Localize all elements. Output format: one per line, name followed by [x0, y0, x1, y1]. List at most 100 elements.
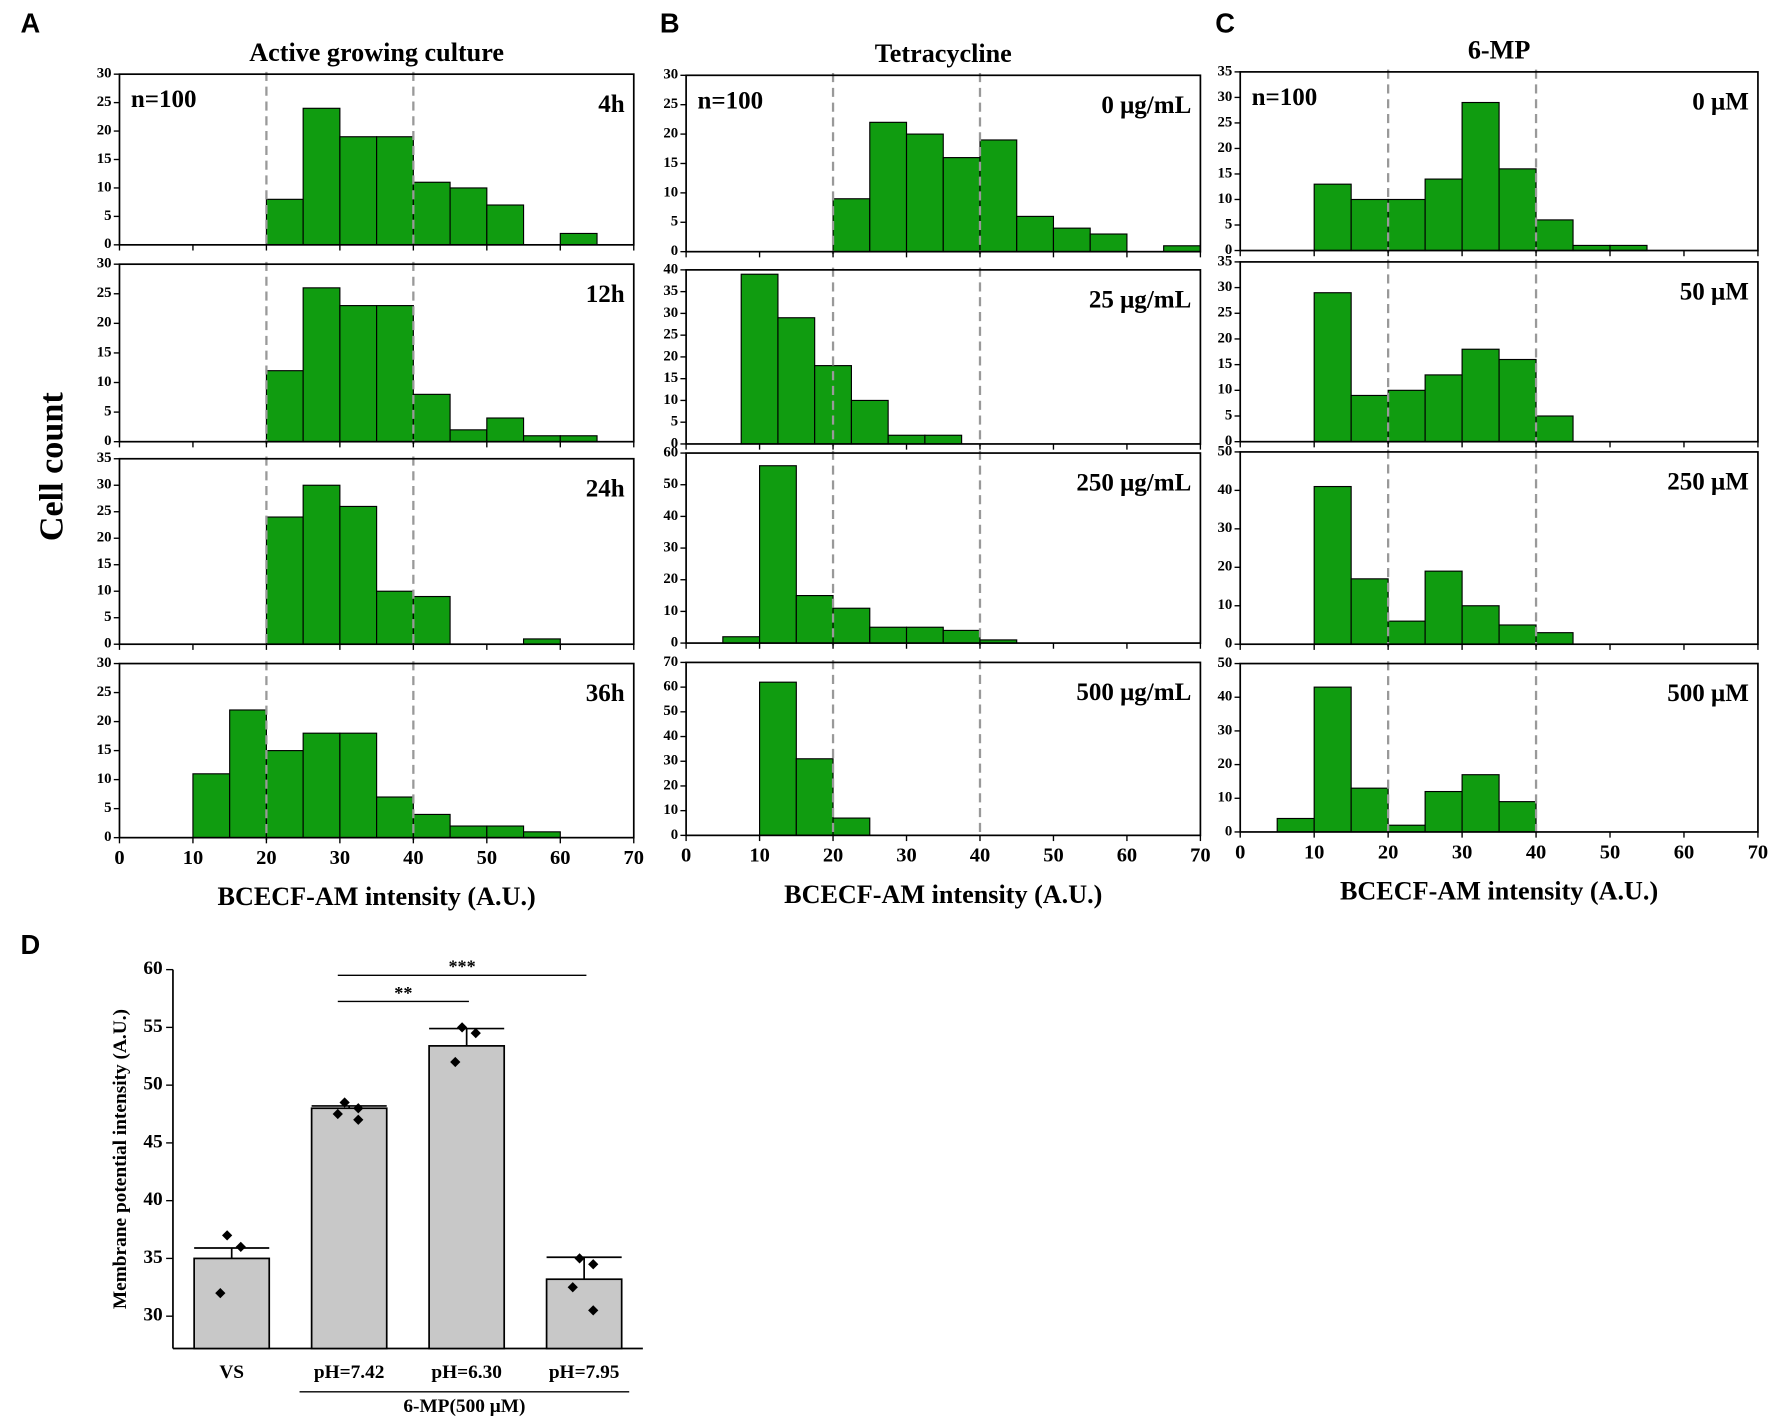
group-label: 6-MP(500 μM)	[403, 1396, 525, 1417]
plot-frame	[118, 457, 635, 646]
significance-label: **	[394, 983, 412, 1003]
x-tick-label: VS	[219, 1362, 244, 1383]
x-tick-label: 60	[1117, 845, 1137, 867]
bar	[412, 595, 451, 645]
x-tick-label: 0	[681, 845, 691, 867]
y-tick-label: 60	[663, 444, 678, 460]
bar	[522, 831, 561, 839]
y-tick-label: 25	[97, 684, 112, 700]
y-tick-label: 55	[143, 1016, 162, 1037]
bar	[1461, 101, 1500, 252]
x-tick-label: pH=7.95	[549, 1362, 620, 1383]
x-axis-label: BCECF-AM intensity (A.U.)	[218, 882, 536, 911]
panel-label: 0 μM	[1692, 88, 1749, 115]
bar	[229, 709, 267, 839]
bar	[486, 825, 525, 839]
bar	[339, 505, 378, 645]
plot-frame	[685, 661, 1202, 837]
annotation: n=100	[1252, 84, 1318, 111]
y-tick-label: 15	[97, 742, 112, 758]
y-tick-label: 70	[663, 654, 678, 670]
bar	[545, 1278, 623, 1350]
bar	[412, 181, 451, 246]
y-tick-label: 25	[97, 94, 112, 110]
y-tick-label: 25	[97, 285, 112, 301]
y-tick-label: 30	[1217, 722, 1232, 738]
bar	[192, 773, 231, 839]
y-tick-label: 20	[663, 125, 678, 141]
y-tick-label: 10	[663, 802, 678, 818]
bar	[1016, 215, 1055, 253]
bar	[1424, 790, 1463, 833]
y-tick-label: 25	[663, 96, 678, 112]
panel-label: 50 μM	[1680, 279, 1749, 306]
plot-frame	[1239, 451, 1759, 646]
bar	[1163, 245, 1201, 253]
bar	[1387, 620, 1426, 645]
bar	[376, 796, 414, 839]
chart-title: Tetracycline	[875, 39, 1012, 68]
bar	[376, 305, 414, 443]
bar	[412, 813, 451, 839]
bar	[869, 121, 908, 253]
y-tick-label: 10	[97, 374, 112, 390]
y-tick-label: 0	[104, 636, 111, 652]
y-tick-label: 30	[663, 305, 678, 321]
y-tick-label: 25	[1217, 305, 1232, 321]
y-tick-label: 5	[104, 403, 111, 419]
y-tick-label: 10	[1217, 191, 1232, 207]
y-tick-label: 0	[104, 236, 111, 252]
data-point	[235, 1241, 246, 1252]
y-tick-label: 60	[663, 679, 678, 695]
panel-label: 250 μM	[1667, 469, 1749, 496]
x-tick-label: 70	[1190, 845, 1210, 867]
bar	[486, 417, 525, 443]
y-tick-label: 15	[97, 556, 112, 572]
x-tick-label: 40	[1526, 841, 1546, 863]
panel-letter: D	[20, 929, 40, 960]
bar	[1350, 578, 1389, 645]
y-axis-label: Membrane potential intensity (A.U.)	[110, 1009, 131, 1309]
y-tick-label: 30	[663, 539, 678, 555]
bar	[832, 198, 871, 253]
x-tick-label: 50	[477, 847, 497, 869]
y-tick-label: 30	[97, 66, 112, 82]
bar	[1350, 787, 1389, 833]
bar	[942, 629, 981, 644]
bar	[1424, 570, 1463, 645]
y-tick-label: 30	[663, 753, 678, 769]
bar	[449, 825, 488, 839]
y-tick-label: 25	[1217, 114, 1232, 130]
bar	[559, 232, 598, 246]
bar	[1387, 198, 1426, 252]
bar	[265, 198, 304, 246]
annotation: n=100	[131, 86, 197, 113]
x-tick-label: 50	[1043, 845, 1063, 867]
y-tick-label: 30	[1217, 520, 1232, 536]
y-tick-label: 0	[671, 435, 678, 451]
x-tick-label: 30	[896, 845, 916, 867]
bar	[302, 484, 341, 645]
bar	[1498, 801, 1537, 833]
bar	[1052, 227, 1091, 253]
y-tick-label: 10	[1217, 790, 1232, 806]
x-tick-label: 20	[256, 847, 276, 869]
panel-letter: C	[1215, 7, 1235, 38]
panel-label: 0 μg/mL	[1101, 92, 1191, 119]
data-point	[470, 1028, 481, 1039]
y-tick-label: 10	[1217, 597, 1232, 613]
bar	[1461, 605, 1500, 645]
y-tick-label: 50	[663, 703, 678, 719]
y-tick-label: 5	[104, 800, 111, 816]
bar	[339, 305, 378, 443]
x-tick-label: 50	[1600, 841, 1620, 863]
bar	[1498, 358, 1537, 443]
x-tick-label: 30	[1452, 841, 1472, 863]
x-tick-label: 40	[970, 845, 990, 867]
x-tick-label: 20	[1378, 841, 1398, 863]
bar	[376, 590, 414, 645]
panel-label: 4h	[598, 91, 625, 118]
y-tick-label: 20	[97, 122, 112, 138]
y-tick-label: 35	[1217, 253, 1232, 269]
